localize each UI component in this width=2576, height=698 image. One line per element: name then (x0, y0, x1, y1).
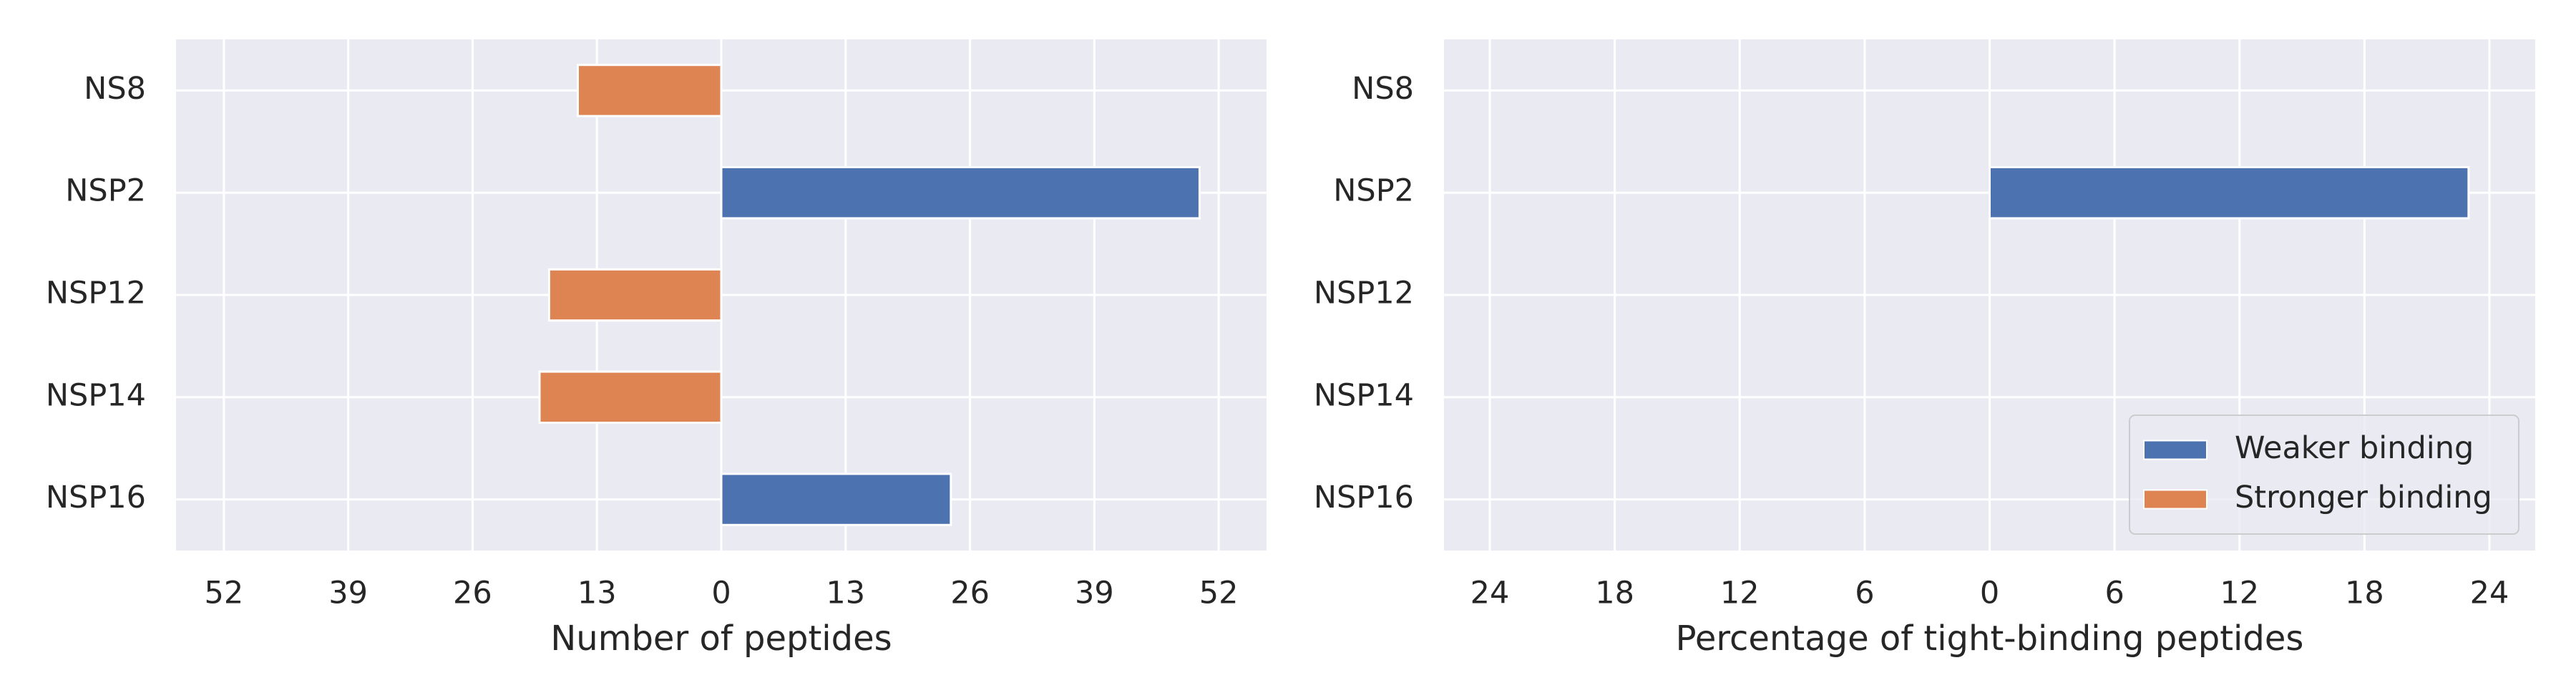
legend-label: Stronger binding (2235, 480, 2492, 515)
y-tick-label: NSP2 (1333, 173, 1414, 209)
x-tick-label: 24 (2470, 576, 2509, 611)
y-tick-label: NS8 (84, 71, 146, 107)
legend-swatch (2143, 440, 2207, 460)
x-axis-label: Number of peptides (550, 619, 892, 659)
x-axis-label: Percentage of tight-binding peptides (1676, 619, 2304, 659)
x-tick-label: 12 (2220, 576, 2259, 611)
x-tick-label: 0 (711, 576, 731, 611)
bar (538, 370, 723, 424)
bar (576, 64, 723, 117)
y-tick-label: NSP16 (46, 480, 146, 515)
y-tick-label: NS8 (1352, 71, 1414, 107)
x-tick-label: 6 (1855, 576, 1874, 611)
x-tick-label: 52 (204, 576, 243, 611)
x-tick-label: 6 (2104, 576, 2124, 611)
x-tick-label: 39 (328, 576, 368, 611)
y-tick-label: NSP12 (1314, 276, 1414, 311)
x-tick-label: 26 (950, 576, 990, 611)
y-tick-label: NSP14 (1314, 377, 1414, 413)
legend-box (2129, 415, 2519, 535)
bar (1989, 166, 2470, 220)
legend-swatch (2143, 489, 2207, 510)
x-tick-label: 0 (1980, 576, 1999, 611)
x-tick-label: 12 (1720, 576, 1760, 611)
x-tick-label: 18 (1595, 576, 1634, 611)
y-tick-label: NSP2 (65, 173, 146, 209)
x-tick-label: 52 (1199, 576, 1239, 611)
x-tick-label: 26 (453, 576, 492, 611)
x-tick-label: 24 (1470, 576, 1510, 611)
y-tick-label: NSP12 (46, 276, 146, 311)
bar (547, 268, 723, 322)
x-tick-label: 13 (826, 576, 865, 611)
y-tick-label: NSP16 (1314, 480, 1414, 515)
y-tick-label: NSP14 (46, 377, 146, 413)
legend-label: Weaker binding (2235, 430, 2474, 466)
x-tick-label: 18 (2345, 576, 2384, 611)
bar (720, 166, 1201, 220)
x-tick-label: 39 (1075, 576, 1114, 611)
bar (720, 472, 952, 526)
x-tick-label: 13 (577, 576, 617, 611)
